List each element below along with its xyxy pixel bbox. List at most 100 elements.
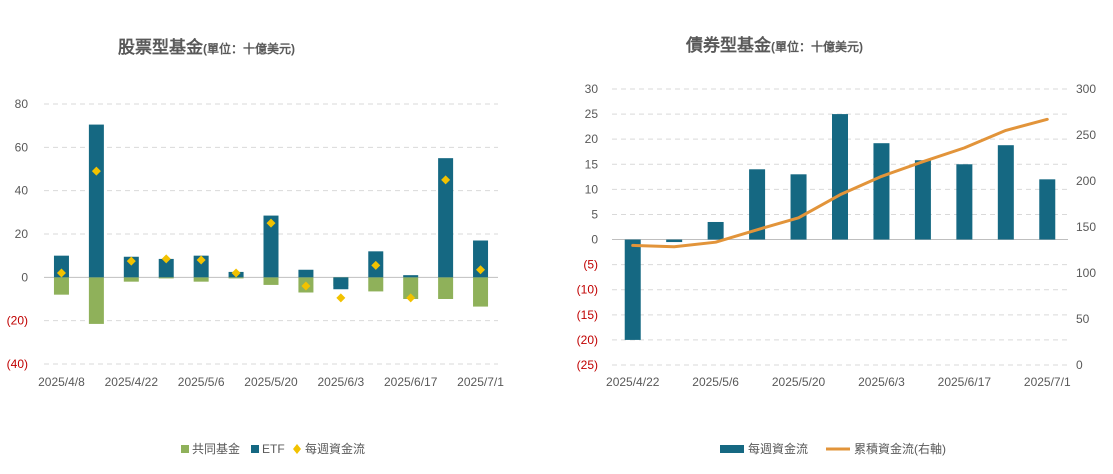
- y-tick-label: 25: [585, 107, 599, 121]
- mutual-fund-bar: [88, 277, 104, 324]
- y-tick-label: 80: [15, 97, 29, 111]
- right-chart-title-main: 債券型基金: [685, 35, 772, 55]
- legend-label-etf: ETF: [262, 442, 285, 456]
- x-tick-label: 2025/4/8: [38, 375, 85, 389]
- bond-weekly-flow-bar: [624, 239, 641, 340]
- legend-swatch-weekly-flow-bar: [720, 445, 744, 453]
- y-tick-label: (20): [7, 314, 28, 328]
- mutual-fund-bar: [368, 277, 384, 292]
- weekly-flow-marker: [266, 218, 276, 228]
- y-tick-label: 30: [585, 82, 599, 96]
- bond-weekly-flow-bar: [707, 221, 724, 240]
- bond-weekly-flow-bar: [914, 160, 931, 240]
- x-tick-label: 2025/4/22: [606, 375, 660, 389]
- x-tick-label: 2025/6/17: [384, 375, 438, 389]
- x-tick-label: 2025/5/20: [244, 375, 298, 389]
- legend-swatch-etf: [251, 445, 259, 453]
- weekly-flow-marker: [406, 293, 416, 303]
- legend-label-bond-weekly-flow: 每週資金流: [748, 441, 808, 456]
- legend-label-mutual-fund: 共同基金: [192, 441, 240, 456]
- weekly-flow-marker: [301, 281, 311, 291]
- x-tick-label: 2025/6/3: [858, 375, 905, 389]
- x-tick-label: 2025/6/3: [317, 375, 364, 389]
- etf-bar: [298, 269, 314, 278]
- etf-bar: [473, 240, 489, 278]
- y-tick-label: (20): [577, 333, 598, 347]
- bond-weekly-flow-bar: [873, 143, 890, 240]
- bond-weekly-flow-bar: [956, 164, 973, 240]
- mutual-fund-bar: [123, 277, 139, 282]
- mutual-fund-bar: [228, 277, 244, 279]
- mutual-fund-bar: [438, 277, 454, 299]
- x-tick-label: 2025/6/17: [938, 375, 992, 389]
- cumulative-flow-line: [631, 117, 1049, 249]
- y-tick-label: 10: [585, 182, 599, 196]
- left-chart-legend: 共同基金 ETF 每週資金流: [181, 441, 365, 456]
- y-tick-label: (40): [7, 357, 28, 371]
- bond-weekly-flow-bar: [749, 169, 766, 240]
- y2-tick-label: 0: [1076, 358, 1083, 372]
- y-tick-label: 0: [591, 233, 598, 247]
- y2-tick-label: 200: [1076, 174, 1096, 188]
- right-chart-title: 債券型基金(單位：十億美元): [685, 35, 863, 55]
- etf-bar: [438, 158, 454, 278]
- x-tick-label: 2025/7/1: [1024, 375, 1071, 389]
- y-tick-label: (10): [577, 283, 598, 297]
- left-chart-title: 股票型基金(單位：十億美元): [118, 37, 295, 57]
- bond-weekly-flow-bar: [832, 114, 848, 240]
- y-tick-label: 15: [585, 157, 599, 171]
- weekly-flow-marker: [161, 254, 171, 264]
- left-chart-title-unit: (單位：十億美元): [203, 41, 295, 56]
- y2-tick-label: 100: [1076, 266, 1096, 280]
- etf-bar: [158, 258, 174, 278]
- legend-label-cumulative-flow: 累積資金流(右軸): [854, 441, 946, 456]
- mutual-fund-bar: [473, 277, 489, 307]
- weekly-flow-marker: [91, 166, 101, 176]
- y-tick-label: 60: [15, 140, 29, 154]
- etf-bar: [53, 255, 69, 278]
- bond-weekly-flow-bar: [1039, 179, 1056, 240]
- bond-weekly-flow-bar: [666, 239, 683, 243]
- x-tick-label: 2025/5/20: [772, 375, 826, 389]
- mutual-fund-bar: [403, 277, 419, 299]
- left-chart-plot: 80 60 40 20 0 (20) (40) 2025/4/8 2025/4/22 2025/5…: [7, 97, 505, 389]
- etf-bar: [333, 277, 349, 290]
- weekly-flow-marker: [476, 265, 486, 275]
- right-chart-legend: 每週資金流 累積資金流(右軸): [720, 441, 946, 456]
- etf-bar: [263, 215, 279, 278]
- weekly-flow-marker: [231, 268, 241, 278]
- weekly-flow-marker: [441, 175, 451, 185]
- right-chart-plot: 302520151050(5)(10)(15)(20)(25)300250200…: [577, 82, 1097, 389]
- y2-tick-label: 300: [1076, 82, 1096, 96]
- mutual-fund-bar: [53, 277, 69, 295]
- weekly-flow-marker: [371, 260, 381, 270]
- left-chart-title-main: 股票型基金: [118, 37, 204, 57]
- mutual-fund-bar: [158, 277, 174, 279]
- x-tick-label: 2025/5/6: [692, 375, 739, 389]
- x-tick-label: 2025/4/22: [105, 375, 159, 389]
- mutual-fund-bar: [193, 277, 209, 282]
- x-tick-label: 2025/7/1: [457, 375, 504, 389]
- y-tick-label: 5: [591, 207, 598, 221]
- etf-bar: [123, 256, 139, 278]
- weekly-flow-marker: [126, 256, 136, 266]
- y-tick-label: 20: [15, 227, 29, 241]
- legend-label-weekly-flow: 每週資金流: [305, 441, 365, 456]
- weekly-flow-marker: [56, 268, 66, 278]
- y-tick-label: 0: [21, 270, 28, 284]
- bond-weekly-flow-bar: [997, 145, 1014, 240]
- y2-tick-label: 250: [1076, 128, 1096, 142]
- legend-swatch-weekly-flow-marker: [293, 444, 301, 454]
- y2-tick-label: 150: [1076, 220, 1096, 234]
- y-tick-label: (15): [577, 308, 598, 322]
- bond-weekly-flow-bar: [790, 174, 807, 240]
- y-tick-label: 20: [585, 132, 599, 146]
- y-tick-label: (5): [583, 258, 598, 272]
- right-chart-title-unit: (單位：十億美元): [771, 39, 863, 54]
- weekly-flow-marker: [196, 255, 206, 265]
- etf-bar: [88, 124, 104, 278]
- y2-tick-label: 50: [1076, 312, 1090, 326]
- legend-swatch-mutual-fund: [181, 445, 189, 453]
- etf-bar: [403, 275, 419, 278]
